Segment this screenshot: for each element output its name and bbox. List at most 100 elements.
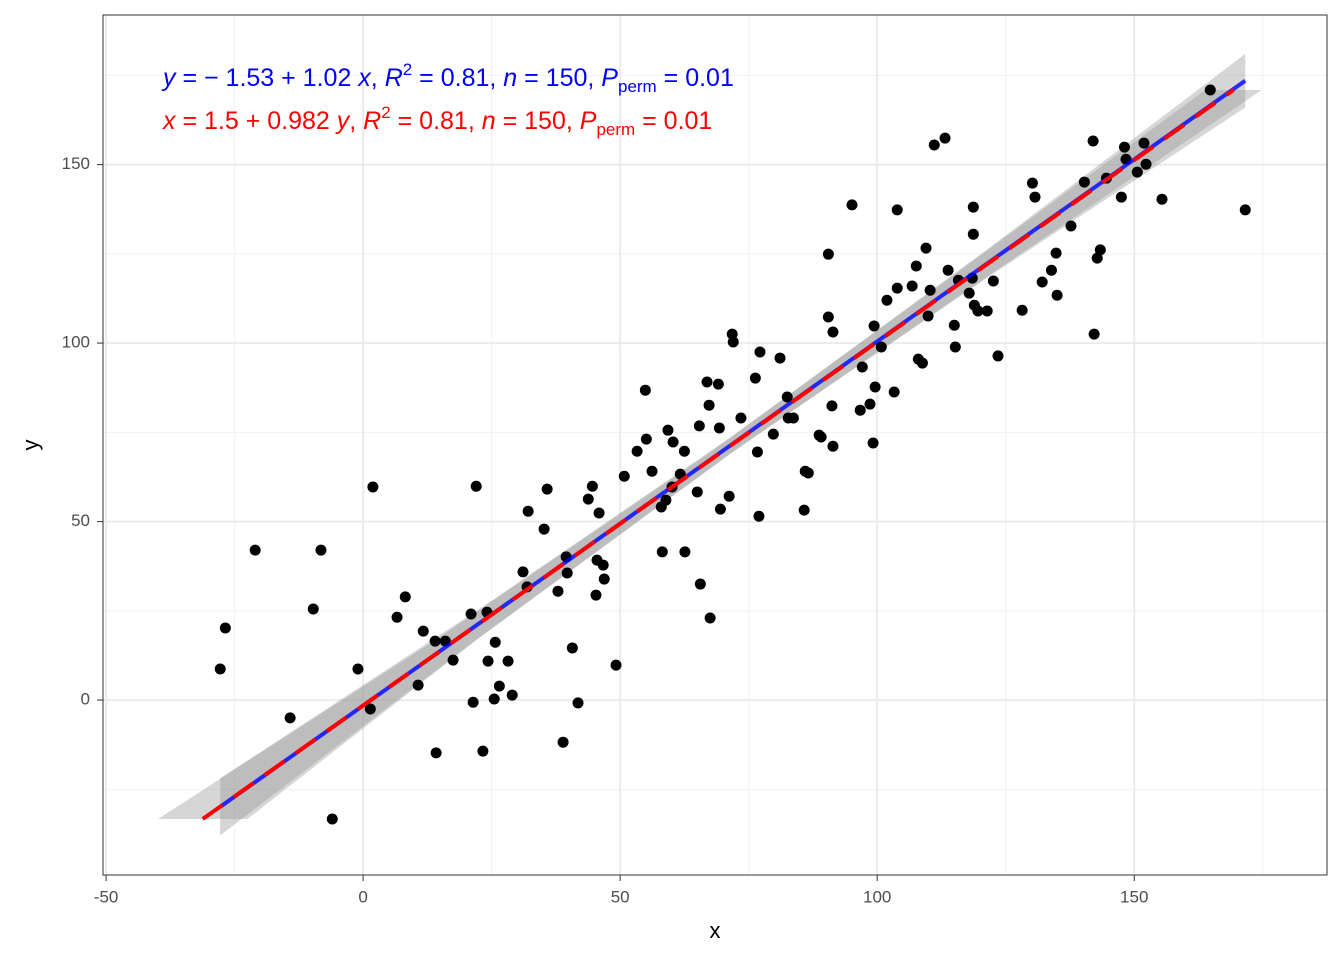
point <box>774 352 786 364</box>
equation-part: , <box>349 107 363 135</box>
point <box>967 228 979 240</box>
equation-part: x <box>162 107 177 135</box>
point <box>610 659 622 671</box>
point <box>1016 304 1028 316</box>
point <box>891 204 903 216</box>
point <box>1115 191 1127 203</box>
point <box>541 483 553 495</box>
point <box>1087 135 1099 147</box>
point <box>723 490 735 502</box>
point <box>493 680 505 692</box>
point <box>910 260 922 272</box>
point <box>597 559 609 571</box>
point <box>1078 176 1090 188</box>
panel-border <box>102 14 1328 876</box>
y-tick-label: 0 <box>81 690 90 709</box>
point <box>992 350 1004 362</box>
point <box>391 611 403 623</box>
y-tick-label: 100 <box>62 333 90 352</box>
equation-part: x <box>357 64 372 92</box>
equation: x = 1.5 + 0.982 y, R2 = 0.81, n = 150, P… <box>162 103 712 139</box>
point <box>367 481 379 493</box>
point <box>572 697 584 709</box>
point <box>1204 84 1216 96</box>
point <box>798 504 810 516</box>
point <box>948 319 960 331</box>
point <box>364 703 376 715</box>
point <box>561 567 573 579</box>
y-tick-label: 150 <box>62 154 90 173</box>
x-tick-label: 0 <box>358 887 367 906</box>
point <box>987 275 999 287</box>
point <box>667 436 679 448</box>
point <box>891 282 903 294</box>
x-tick-label: -50 <box>94 887 119 906</box>
equation-part: perm <box>618 77 657 96</box>
point <box>660 494 672 506</box>
point <box>704 612 716 624</box>
equation-part: = 0.81, <box>412 64 503 92</box>
point <box>502 655 514 667</box>
point <box>482 655 494 667</box>
equation-part: P <box>601 64 618 92</box>
point <box>1094 244 1106 256</box>
point <box>429 635 441 647</box>
point <box>307 603 319 615</box>
point <box>586 480 598 492</box>
equation-part: = − 1.53 + 1.02 <box>176 64 359 92</box>
point <box>219 622 231 634</box>
x-tick-label: 150 <box>1120 887 1148 906</box>
point <box>477 745 489 757</box>
point <box>352 663 364 675</box>
point <box>656 546 668 558</box>
point <box>781 391 793 403</box>
y-axis-title: y <box>18 440 43 451</box>
point <box>489 636 501 648</box>
point <box>1138 137 1150 149</box>
point <box>922 310 934 322</box>
equation-part: y <box>335 107 351 135</box>
equation-part: 2 <box>381 103 390 122</box>
point <box>1131 166 1143 178</box>
point <box>949 341 961 353</box>
point <box>1045 264 1057 276</box>
point <box>639 384 651 396</box>
point <box>856 361 868 373</box>
point <box>735 412 747 424</box>
point <box>924 284 936 296</box>
point <box>881 294 893 306</box>
equation-part: 2 <box>403 60 412 79</box>
point <box>522 505 534 517</box>
point <box>582 493 594 505</box>
point <box>767 428 779 440</box>
point <box>928 139 940 151</box>
point <box>753 510 765 522</box>
point <box>1065 220 1077 232</box>
point <box>488 693 500 705</box>
point <box>867 437 879 449</box>
point <box>326 813 338 825</box>
point <box>506 689 518 701</box>
confidence-band <box>158 89 1262 819</box>
point <box>693 420 705 432</box>
point <box>694 578 706 590</box>
equation-part: n <box>482 107 496 135</box>
point <box>412 679 424 691</box>
point <box>467 696 479 708</box>
point <box>691 486 703 498</box>
point <box>967 201 979 213</box>
x-tick-label: 50 <box>611 887 630 906</box>
point <box>727 336 739 348</box>
point <box>590 589 602 601</box>
point <box>618 470 630 482</box>
point <box>864 398 876 410</box>
point <box>701 376 713 388</box>
point <box>822 248 834 260</box>
equation-part: = 0.81, <box>391 107 482 135</box>
equation-part: = 0.01 <box>657 64 734 92</box>
point <box>787 412 799 424</box>
point <box>430 747 442 759</box>
equation-part: = 1.5 + 0.982 <box>176 107 337 135</box>
